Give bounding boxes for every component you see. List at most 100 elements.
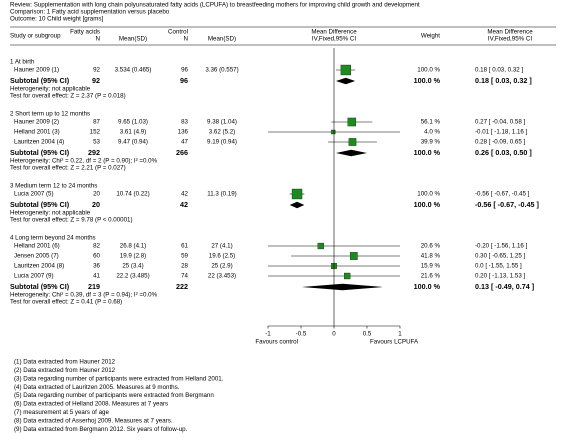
col-n1: N xyxy=(96,36,100,43)
n1: 53 xyxy=(93,139,100,146)
msd1: 3.534 (0.465) xyxy=(115,67,152,74)
msd2: 22 (3.453) xyxy=(208,273,236,280)
ci-label: 0.27 [ -0.04, 0.58 ] xyxy=(475,119,526,126)
col-group2: Control xyxy=(168,29,188,36)
weight: 100.0 % xyxy=(417,191,440,198)
footnote: (8) Data extracted of Asserhoj 2009. Mea… xyxy=(14,417,173,424)
footnote: (1) Data extracted from Hauner 2012 xyxy=(14,359,116,366)
n1: 41 xyxy=(93,273,100,280)
study-name: Lauritzen 2004 (8) xyxy=(14,263,64,270)
msd1: 3.61 (4.9) xyxy=(120,129,146,136)
subtotal-weight: 100.0 % xyxy=(414,148,441,157)
comparison: Comparison: 1 Fatty acid supplementation… xyxy=(10,9,170,16)
x-tick-label: 0.5 xyxy=(363,331,372,338)
study-name: Helland 2001 (3) xyxy=(14,129,60,136)
heterogeneity: Heterogeneity: Chi² = 0.22, df = 2 (P = … xyxy=(10,158,158,165)
x-tick-label: -1 xyxy=(265,331,271,338)
subtotal-n2: 266 xyxy=(176,148,188,157)
col-ci-method: IV,Fixed,95% CI xyxy=(488,36,532,43)
effect-square xyxy=(340,64,352,76)
weight: 56.1 % xyxy=(421,119,441,126)
weight: 39.9 % xyxy=(421,139,441,146)
study-name: Jensen 2005 (7) xyxy=(14,253,59,260)
msd2: 19.6 (2.5) xyxy=(209,253,235,260)
n2: 42 xyxy=(181,191,188,198)
overall-effect: Test for overall effect: Z = 2.21 (P = 0… xyxy=(10,165,126,172)
x-tick-label: 1 xyxy=(398,331,402,338)
msd1: 26.8 (4.1) xyxy=(120,243,146,250)
weight: 21.6 % xyxy=(421,273,441,280)
x-tick-label: -0.5 xyxy=(296,331,307,338)
n2: 74 xyxy=(181,273,188,280)
weight: 15.9 % xyxy=(421,263,441,270)
subtotal-n2: 42 xyxy=(180,200,188,209)
footnote: (4) Data extracted of Lauritzen 2005. Me… xyxy=(14,384,180,391)
msd1: 10.74 (0.22) xyxy=(116,191,149,198)
msd1: 25 (3.4) xyxy=(122,263,143,270)
subtotal-weight: 100.0 % xyxy=(414,282,441,291)
study-name: Hauner 2009 (1) xyxy=(14,67,59,74)
subtotal-n1: 292 xyxy=(88,148,100,157)
n1: 87 xyxy=(93,119,100,126)
ci-label: -0.20 [ -1.56, 1.16 ] xyxy=(475,243,528,250)
msd1: 9.47 (0.94) xyxy=(118,139,148,146)
favours-right: Favours LCPUFA xyxy=(370,339,419,346)
effect-square xyxy=(344,272,351,280)
n2: 59 xyxy=(181,253,188,260)
subtotal-diamond xyxy=(335,77,356,85)
footnote: (3) Data regarding number of participant… xyxy=(14,375,224,382)
ci-label: 0.20 [ -1.13, 1.53 ] xyxy=(475,273,526,280)
subtotal-label: Subtotal (95% CI) xyxy=(10,282,70,291)
heterogeneity: Heterogeneity: not applicable xyxy=(10,86,91,93)
subgroup-title: 1 At birth xyxy=(10,59,35,66)
col-ci: Mean Difference xyxy=(487,29,533,36)
subtotal-diamond xyxy=(335,149,367,157)
study-name: Hauner 2009 (2) xyxy=(14,119,59,126)
favours-left: Favours control xyxy=(255,339,298,346)
subtotal-ci: 0.26 [ 0.03, 0.50 ] xyxy=(475,148,532,157)
overall-effect: Test for overall effect: Z = 9.78 (P < 0… xyxy=(10,217,133,224)
subtotal-diamond xyxy=(289,201,305,209)
n1: 152 xyxy=(90,129,101,136)
n2: 83 xyxy=(181,119,188,126)
footnote: (5) Data regarding number of participant… xyxy=(14,392,214,399)
study-name: Lauritzen 2004 (4) xyxy=(14,139,64,146)
study-name: Helland 2001 (6) xyxy=(14,243,60,250)
ci-label: -0.01 [ -1.18, 1.16 ] xyxy=(475,129,528,136)
msd1: 22.2 (3.485) xyxy=(116,273,149,280)
weight: 4.0 % xyxy=(424,129,440,136)
ci-label: -0.56 [ -0.67, -0.45 ] xyxy=(475,191,530,198)
ci-layer xyxy=(268,69,400,291)
msd2: 27 (4.1) xyxy=(211,243,232,250)
effect-square xyxy=(291,188,303,200)
n2: 96 xyxy=(181,67,188,74)
study-name: Lucia 2007 (9) xyxy=(14,273,54,280)
n1: 82 xyxy=(93,243,100,250)
subtotal-ci: -0.56 [ -0.67, -0.45 ] xyxy=(475,200,539,209)
msd2: 9.38 (1.04) xyxy=(207,119,237,126)
ci-label: 0.28 [ -0.09, 0.65 ] xyxy=(475,139,526,146)
n1: 60 xyxy=(93,253,100,260)
msd2: 3.62 (5.2) xyxy=(209,129,235,136)
review: Review: Supplementation with long chain … xyxy=(10,2,420,9)
heterogeneity: Heterogeneity: not applicable xyxy=(10,210,91,217)
weight: 100.0 % xyxy=(417,67,440,74)
subtotal-label: Subtotal (95% CI) xyxy=(10,148,70,157)
msd2: 9.19 (0.94) xyxy=(207,139,237,146)
col-group1: Fatty acids xyxy=(70,29,100,36)
effect-square xyxy=(347,117,357,127)
n1: 20 xyxy=(93,191,100,198)
weight: 20.6 % xyxy=(421,243,441,250)
col-n2: N xyxy=(184,36,188,43)
subtotal-diamond xyxy=(301,283,383,291)
effect-square xyxy=(348,138,357,146)
subgroup-title: 4 Long term beyond 24 months xyxy=(10,235,96,242)
ci-label: 0.30 [ -0.65, 1.25 ] xyxy=(475,253,526,260)
overall-effect: Test for overall effect: Z = 2.37 (P = 0… xyxy=(10,93,126,100)
n1: 92 xyxy=(93,67,100,74)
col-study: Study or subgroup xyxy=(10,33,61,40)
weight: 41.8 % xyxy=(421,253,441,260)
outcome: Outcome: 10 Child weight [grams] xyxy=(10,16,103,23)
n2: 61 xyxy=(181,243,188,250)
